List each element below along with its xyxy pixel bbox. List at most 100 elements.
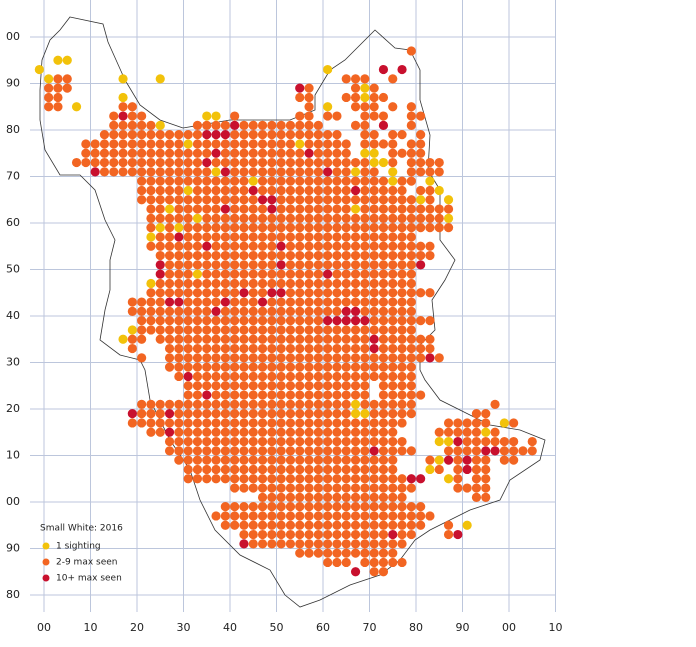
record-dot [155, 157, 165, 168]
record-dot [267, 316, 277, 326]
record-dot [369, 548, 379, 558]
record-dot [481, 492, 491, 502]
record-dot [350, 502, 361, 512]
record-dot [323, 362, 333, 372]
record-dot [220, 185, 230, 196]
record-dot [304, 204, 314, 214]
record-dot [192, 250, 203, 261]
record-dot [239, 148, 249, 158]
record-dot [341, 157, 351, 168]
record-dot [443, 418, 454, 428]
record-dot [202, 446, 212, 456]
record-dot [295, 250, 305, 261]
record-dot [471, 455, 482, 465]
record-dot [257, 306, 268, 316]
record-dot [425, 176, 435, 186]
record-dot [174, 343, 184, 354]
record-dot [118, 102, 128, 112]
record-dot [304, 278, 314, 289]
record-dot [276, 390, 286, 400]
record-dot [276, 120, 286, 130]
record-dot [397, 288, 407, 298]
record-dot [388, 539, 398, 549]
record-dot [341, 511, 351, 521]
record-dot [434, 464, 444, 475]
record-dot [137, 306, 147, 316]
record-dot [239, 195, 249, 205]
record-dot [202, 409, 212, 419]
record-dot [453, 418, 463, 428]
record-dot [137, 130, 147, 140]
record-dot [127, 325, 137, 335]
record-dot [202, 111, 212, 121]
record-dot [164, 250, 175, 261]
record-dot [350, 157, 361, 168]
record-dot [220, 157, 230, 168]
record-dot [378, 139, 389, 149]
record-dot [192, 343, 203, 354]
record-dot [378, 269, 389, 279]
record-dot [164, 446, 175, 456]
record-dot [397, 176, 407, 186]
record-dot [434, 204, 444, 214]
record-dot [257, 288, 268, 298]
record-dot [285, 157, 296, 168]
record-dot [285, 288, 296, 298]
record-dot [257, 120, 268, 130]
record-dot [304, 157, 314, 168]
y-tick-label: 60 [6, 216, 20, 229]
record-dot [388, 399, 398, 409]
record-dot [313, 204, 323, 214]
record-dot [304, 539, 314, 549]
record-dot [360, 325, 370, 335]
record-dot [285, 446, 296, 456]
record-dot [183, 418, 193, 428]
record-dot [164, 297, 175, 307]
record-dot [388, 502, 398, 512]
record-dot [471, 474, 482, 484]
record-dot [341, 92, 351, 103]
record-dot [267, 269, 277, 279]
record-dot [267, 455, 277, 465]
record-dot [202, 148, 212, 158]
record-dot [397, 390, 407, 400]
record-dot [285, 371, 296, 382]
record-dot [239, 176, 249, 186]
record-dot [267, 520, 277, 530]
record-dot [434, 455, 444, 465]
record-dot [360, 213, 370, 223]
record-dot [285, 362, 296, 372]
record-dot [304, 195, 314, 205]
record-dot [202, 353, 212, 363]
record-dot [164, 260, 175, 270]
record-dot [341, 390, 351, 400]
record-dot [239, 520, 249, 530]
record-dot [406, 250, 416, 261]
record-dot [341, 529, 351, 540]
record-dot [267, 204, 277, 214]
record-dot [360, 539, 370, 549]
record-dot [146, 176, 156, 186]
record-dot [304, 148, 314, 158]
record-dot [257, 204, 268, 214]
record-dot [220, 474, 230, 484]
record-dot [304, 288, 314, 298]
record-dot [127, 343, 137, 354]
record-dot [192, 353, 203, 363]
record-dot [183, 306, 193, 316]
record-dot [230, 148, 240, 158]
record-dot [416, 502, 426, 512]
record-dot [174, 446, 184, 456]
record-dot [323, 269, 333, 279]
record-dot [406, 102, 416, 112]
record-dot [239, 539, 249, 549]
record-dot [211, 306, 221, 316]
record-dot [350, 455, 361, 465]
record-dot [192, 316, 203, 326]
x-tick-label: 00 [37, 621, 51, 634]
record-dot [369, 195, 379, 205]
record-dot [230, 390, 240, 400]
record-dot [285, 511, 296, 521]
record-dot [285, 297, 296, 307]
